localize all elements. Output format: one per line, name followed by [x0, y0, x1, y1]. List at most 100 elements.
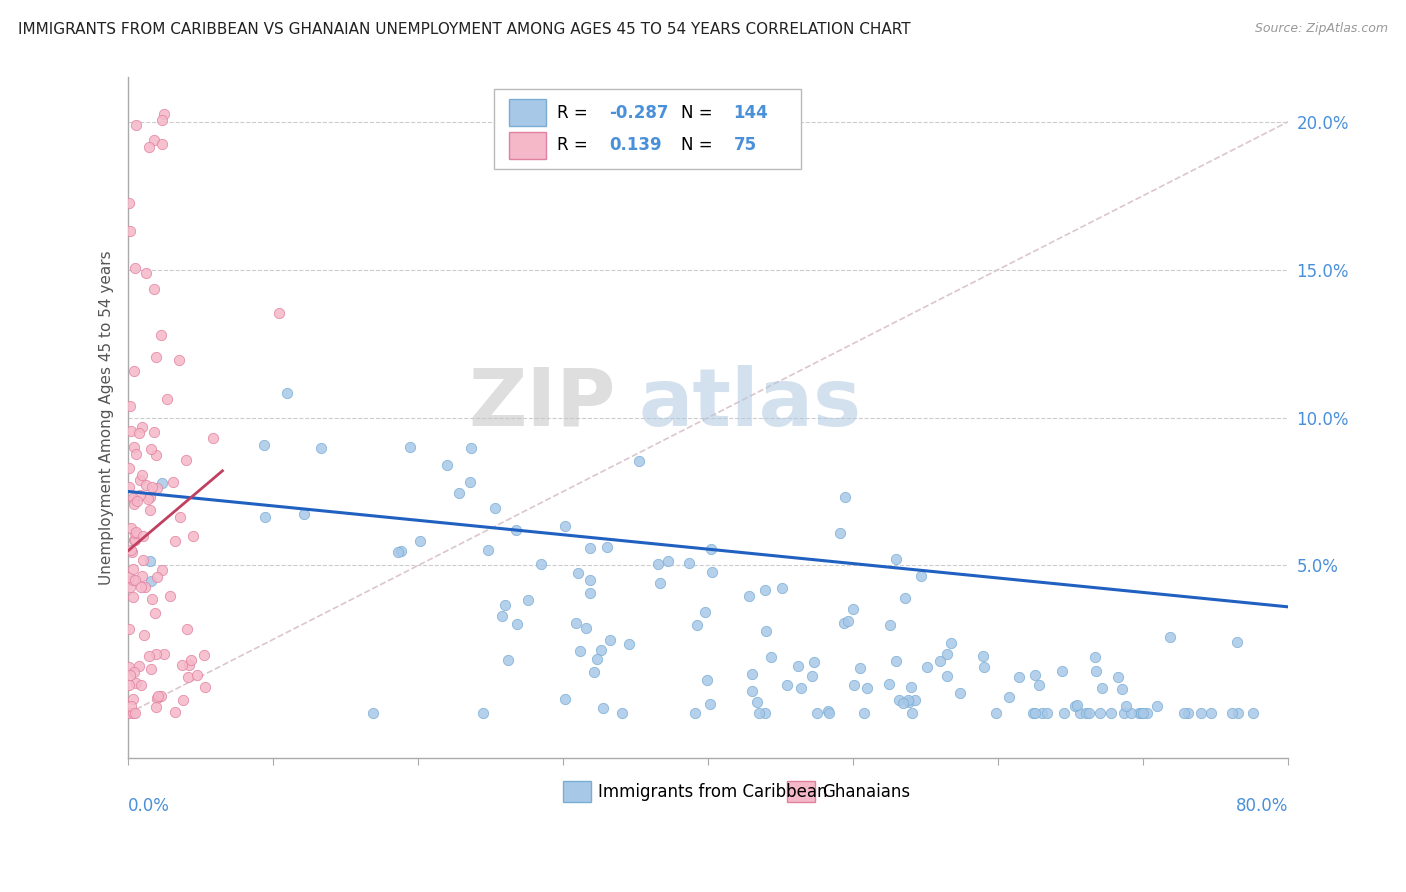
Text: IMMIGRANTS FROM CARIBBEAN VS GHANAIAN UNEMPLOYMENT AMONG AGES 45 TO 54 YEARS COR: IMMIGRANTS FROM CARIBBEAN VS GHANAIAN UN…: [18, 22, 911, 37]
Point: [830, 525, 852, 540]
Point: [127, 493, 149, 508]
Point: [1022, 706, 1045, 721]
Point: [201, 432, 224, 446]
Point: [910, 569, 932, 583]
Point: [120, 699, 142, 714]
Point: [738, 590, 761, 604]
Point: [565, 616, 588, 631]
Point: [998, 690, 1021, 705]
Point: [648, 575, 671, 590]
Point: [138, 648, 160, 663]
Point: [436, 458, 458, 472]
Point: [973, 659, 995, 673]
Point: [1111, 681, 1133, 696]
Point: [1115, 698, 1137, 713]
Point: [170, 658, 193, 673]
Point: [586, 652, 609, 666]
Point: [699, 542, 721, 557]
Point: [156, 392, 179, 407]
Point: [180, 652, 202, 666]
Point: [292, 507, 315, 521]
Point: [901, 706, 924, 721]
Point: [879, 618, 901, 632]
Point: [1227, 706, 1250, 721]
Point: [447, 486, 470, 500]
Point: [276, 385, 298, 400]
Point: [516, 593, 538, 607]
Point: [139, 490, 162, 504]
Point: [856, 681, 879, 695]
Point: [159, 589, 181, 603]
Point: [124, 706, 146, 721]
Point: [887, 693, 910, 707]
Point: [770, 581, 793, 595]
Point: [169, 510, 191, 524]
Point: [125, 118, 148, 132]
Point: [759, 649, 782, 664]
Point: [121, 706, 143, 721]
Point: [575, 621, 598, 635]
Point: [121, 545, 143, 559]
Point: [683, 706, 706, 721]
Point: [790, 681, 813, 696]
Point: [579, 586, 602, 600]
Point: [1201, 706, 1223, 721]
Point: [754, 583, 776, 598]
Point: [120, 424, 142, 438]
Point: [117, 706, 139, 721]
Point: [877, 676, 900, 690]
Point: [146, 570, 169, 584]
Point: [1173, 706, 1195, 721]
Point: [741, 683, 763, 698]
Point: [125, 676, 148, 690]
Point: [898, 695, 921, 709]
Point: [118, 224, 141, 238]
Point: [153, 107, 176, 121]
Point: [138, 140, 160, 154]
Point: [153, 647, 176, 661]
Point: [194, 680, 217, 694]
Point: [118, 400, 141, 414]
Point: [118, 195, 141, 210]
Point: [617, 637, 640, 651]
Point: [120, 667, 142, 681]
Point: [1084, 664, 1107, 678]
Point: [1084, 649, 1107, 664]
Point: [172, 693, 194, 707]
Point: [145, 648, 167, 662]
Point: [139, 554, 162, 568]
Point: [1226, 635, 1249, 649]
Point: [1220, 706, 1243, 721]
Text: N =: N =: [682, 103, 713, 122]
Text: R =: R =: [557, 136, 588, 154]
Point: [900, 680, 922, 694]
Point: [139, 662, 162, 676]
Point: [484, 501, 506, 516]
Point: [145, 690, 167, 705]
Point: [152, 113, 174, 128]
Point: [118, 480, 141, 494]
Point: [904, 693, 927, 707]
Point: [150, 476, 173, 491]
Point: [1241, 706, 1264, 721]
Point: [1112, 706, 1135, 721]
Point: [132, 628, 155, 642]
Point: [163, 533, 186, 548]
Point: [754, 706, 776, 721]
Point: [569, 643, 592, 657]
Point: [120, 580, 142, 594]
Point: [884, 552, 907, 566]
Point: [842, 678, 865, 692]
Point: [596, 541, 619, 555]
Point: [1076, 706, 1098, 721]
Point: [678, 557, 700, 571]
FancyBboxPatch shape: [494, 89, 801, 169]
Point: [1077, 706, 1099, 721]
Point: [138, 503, 160, 517]
Point: [505, 524, 527, 538]
Point: [118, 570, 141, 584]
Point: [267, 306, 290, 320]
Point: [506, 616, 529, 631]
Point: [776, 678, 799, 692]
Point: [132, 553, 155, 567]
